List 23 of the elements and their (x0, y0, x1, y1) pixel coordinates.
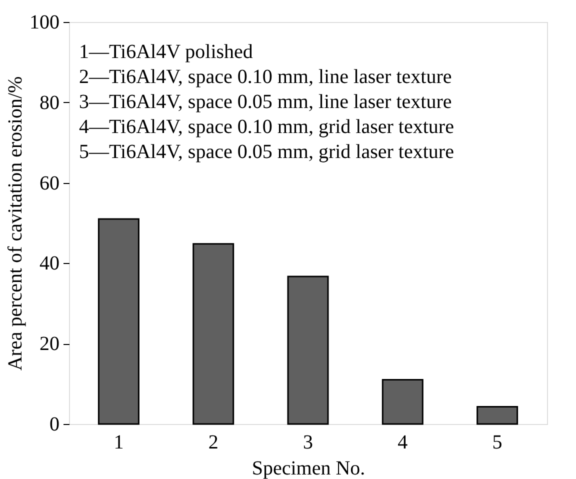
annotation: 2—Ti6Al4V, space 0.10 mm, line laser texture (79, 66, 452, 88)
y-axis-title: Area percent of cavitation erosion/% (4, 76, 26, 371)
x-axis-title: Specimen No. (252, 458, 366, 479)
annotation: 1—Ti6Al4V polished (79, 41, 253, 63)
y-tick-label: 40 (40, 252, 60, 275)
y-tick-label: 80 (40, 92, 60, 114)
annotation: 5—Ti6Al4V, space 0.05 mm, grid laser texture (79, 141, 454, 163)
x-tick-label: 3 (303, 432, 313, 454)
x-tick-label: 5 (492, 432, 502, 454)
x-tick-label: 2 (208, 432, 218, 454)
y-tick-label: 0 (50, 414, 60, 436)
annotation: 4—Ti6Al4V, space 0.10 mm, grid laser texture (79, 116, 454, 138)
x-tick-label: 1 (114, 432, 124, 454)
x-tick-label: 4 (398, 432, 408, 454)
y-tick-label: 20 (40, 333, 60, 356)
bar (287, 276, 329, 425)
bar (192, 243, 234, 425)
annotation: 3—Ti6Al4V, space 0.05 mm, line laser texture (79, 91, 452, 113)
y-tick-label: 100 (30, 12, 60, 34)
bar (382, 379, 424, 425)
bar (476, 406, 518, 425)
bar (98, 218, 140, 425)
y-tick-label: 60 (40, 172, 60, 194)
